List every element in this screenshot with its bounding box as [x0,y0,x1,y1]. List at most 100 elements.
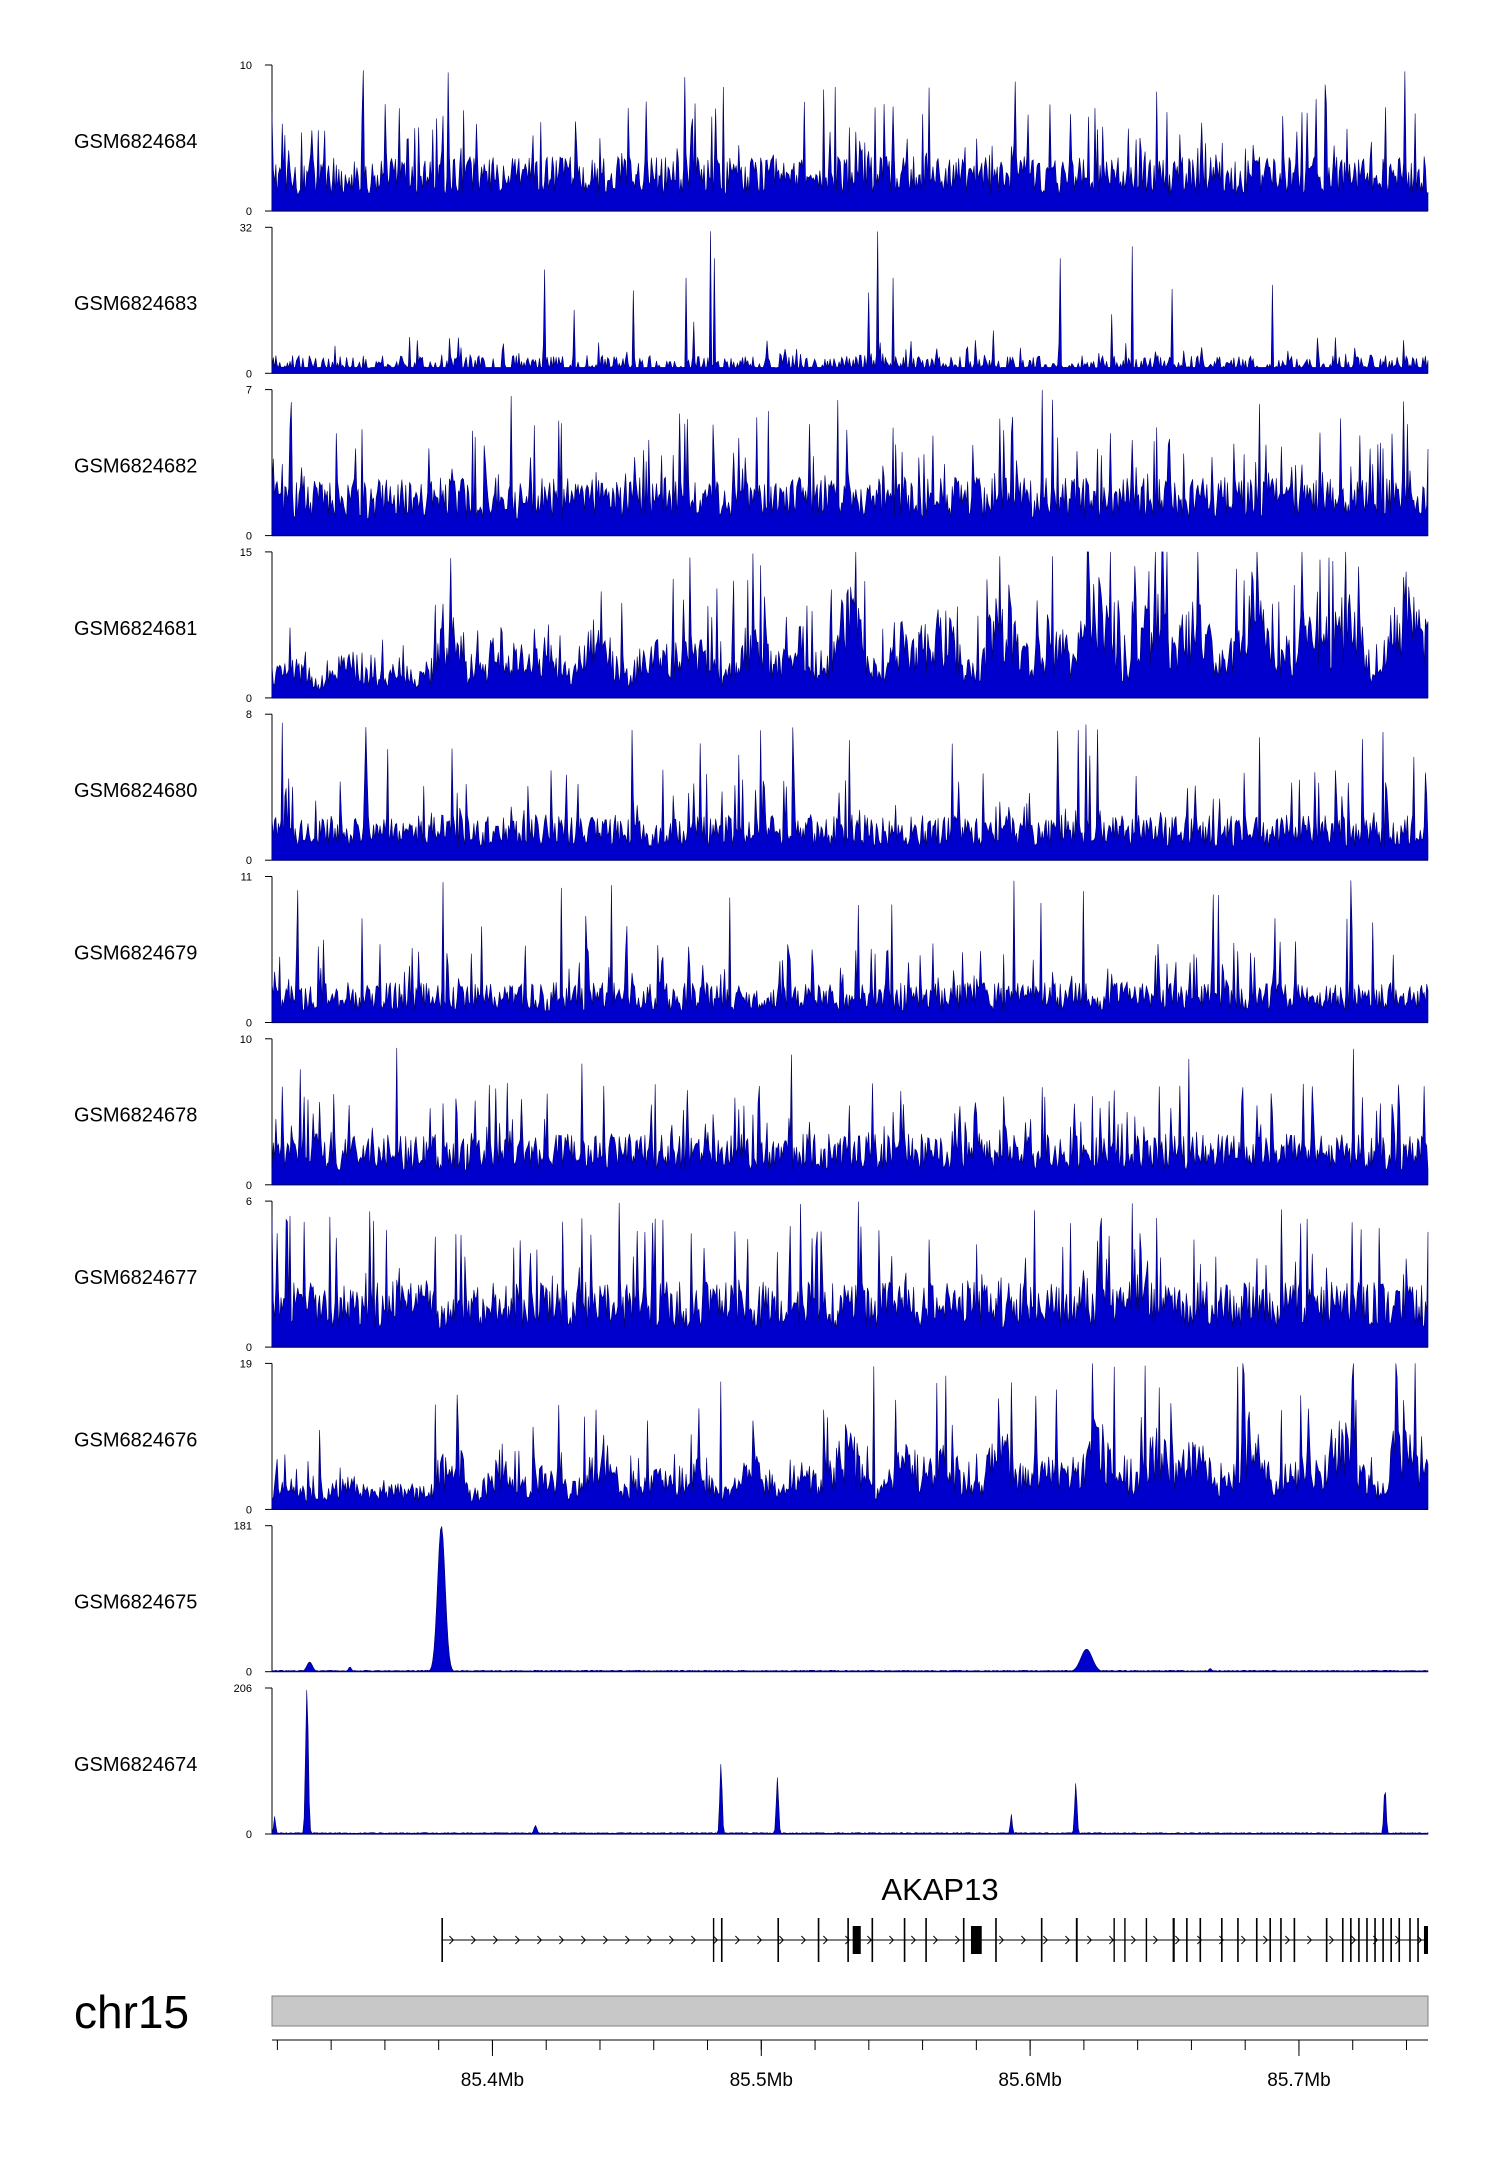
y-max-label: 10 [240,1034,252,1046]
signal-area [271,231,1429,374]
y-min-label: 0 [246,368,252,380]
y-max-label: 19 [240,1358,252,1370]
track-name-label: GSM6824684 [74,131,197,153]
exon [441,1918,443,1962]
track-GSM6824684: GSM6824684 10 0 [74,60,1429,218]
exon [1255,1918,1258,1962]
strand-arrow [823,1935,829,1945]
y-max-label: 7 [246,385,252,397]
y-min-label: 0 [246,1829,252,1841]
exon [1145,1918,1148,1962]
y-min-label: 0 [246,206,252,218]
exon [1417,1918,1419,1962]
y-max-label: 32 [240,222,252,234]
gene-annotation-track: AKAP13 [441,1872,1428,1962]
strand-arrow [735,1935,741,1945]
track-name-label: GSM6824679 [74,942,197,964]
strand-arrow [515,1935,521,1945]
strand-arrow [449,1935,455,1945]
strand-arrow [581,1935,587,1945]
gene-name-label: AKAP13 [881,1872,998,1907]
exon [1269,1918,1271,1962]
exon [995,1918,997,1962]
signal-area [271,1201,1429,1348]
strand-arrow [779,1935,785,1945]
exon [720,1918,723,1962]
strand-arrow [1241,1935,1247,1945]
signal-area [271,70,1429,212]
strand-arrow [889,1935,895,1945]
strand-arrow [911,1935,917,1945]
track-name-label: GSM6824677 [74,1267,197,1289]
exon [1382,1918,1384,1962]
signal-area [271,1363,1429,1510]
strand-arrow [1175,1935,1181,1945]
y-max-label: 6 [246,1196,252,1208]
strand-arrow [1351,1935,1357,1945]
strand-arrow [669,1935,675,1945]
exon [1341,1918,1344,1962]
y-min-label: 0 [246,855,252,867]
y-min-label: 0 [246,1504,252,1516]
exon [852,1926,861,1954]
y-min-label: 0 [246,1018,252,1030]
exon [817,1918,820,1962]
strand-arrow [713,1935,719,1945]
strand-arrow [1021,1935,1027,1945]
strand-arrow [537,1935,543,1945]
exon [847,1918,849,1962]
exon [925,1918,927,1962]
signal-area [271,551,1429,699]
strand-arrow [1197,1935,1203,1945]
y-min-label: 0 [246,693,252,705]
track-name-label: GSM6824680 [74,780,197,802]
strand-arrow [801,1935,807,1945]
y-min-label: 0 [246,1342,252,1354]
genomic-axis: 85.4Mb 85.5Mb 85.6Mb 85.7Mb [272,2039,1428,2091]
strand-arrow [1153,1935,1159,1945]
strand-arrow [757,1935,763,1945]
track-GSM6824681: GSM6824681 15 0 [74,547,1429,705]
x-tick-label: 85.7Mb [1267,2070,1330,2091]
strand-arrow [493,1935,499,1945]
chromosome-label: chr15 [74,1986,189,2038]
exon [1325,1918,1328,1962]
x-tick-label: 85.5Mb [730,2070,793,2091]
exon [1186,1918,1188,1962]
strand-arrow [647,1935,653,1945]
chromosome-ideogram: chr15 [74,1986,1429,2038]
exon [871,1918,874,1962]
exon [1040,1918,1043,1962]
signal-area [271,1047,1429,1186]
y-min-label: 0 [246,1180,252,1192]
track-GSM6824675: GSM6824675 181 0 [74,1521,1429,1679]
exon [1366,1918,1368,1962]
y-max-label: 181 [234,1521,252,1533]
track-name-label: GSM6824682 [74,456,197,478]
exon [712,1918,715,1962]
track-GSM6824677: GSM6824677 6 0 [74,1196,1429,1354]
exon [1124,1918,1126,1962]
signal-area [271,722,1429,861]
strand-arrow [471,1935,477,1945]
exon [1409,1918,1411,1962]
track-GSM6824676: GSM6824676 19 0 [74,1358,1429,1516]
x-tick-label: 85.4Mb [461,2070,524,2091]
track-GSM6824679: GSM6824679 11 0 [74,872,1429,1030]
signal-area [271,389,1429,536]
signal-area [271,880,1429,1023]
exon [962,1918,965,1962]
signal-tracks: GSM6824684100GSM6824683320GSM682468270GS… [74,60,1429,1841]
exon [970,1926,982,1954]
strand-arrow [845,1935,851,1945]
exon [1237,1918,1239,1962]
strand-arrow [1043,1935,1049,1945]
track-GSM6824678: GSM6824678 10 0 [74,1034,1429,1192]
y-max-label: 8 [246,709,252,721]
exon [1423,1926,1428,1954]
track-name-label: GSM6824678 [74,1105,197,1127]
exon [1390,1918,1392,1962]
track-GSM6824680: GSM6824680 8 0 [74,709,1429,867]
exon [1398,1918,1401,1962]
strand-arrow [691,1935,697,1945]
